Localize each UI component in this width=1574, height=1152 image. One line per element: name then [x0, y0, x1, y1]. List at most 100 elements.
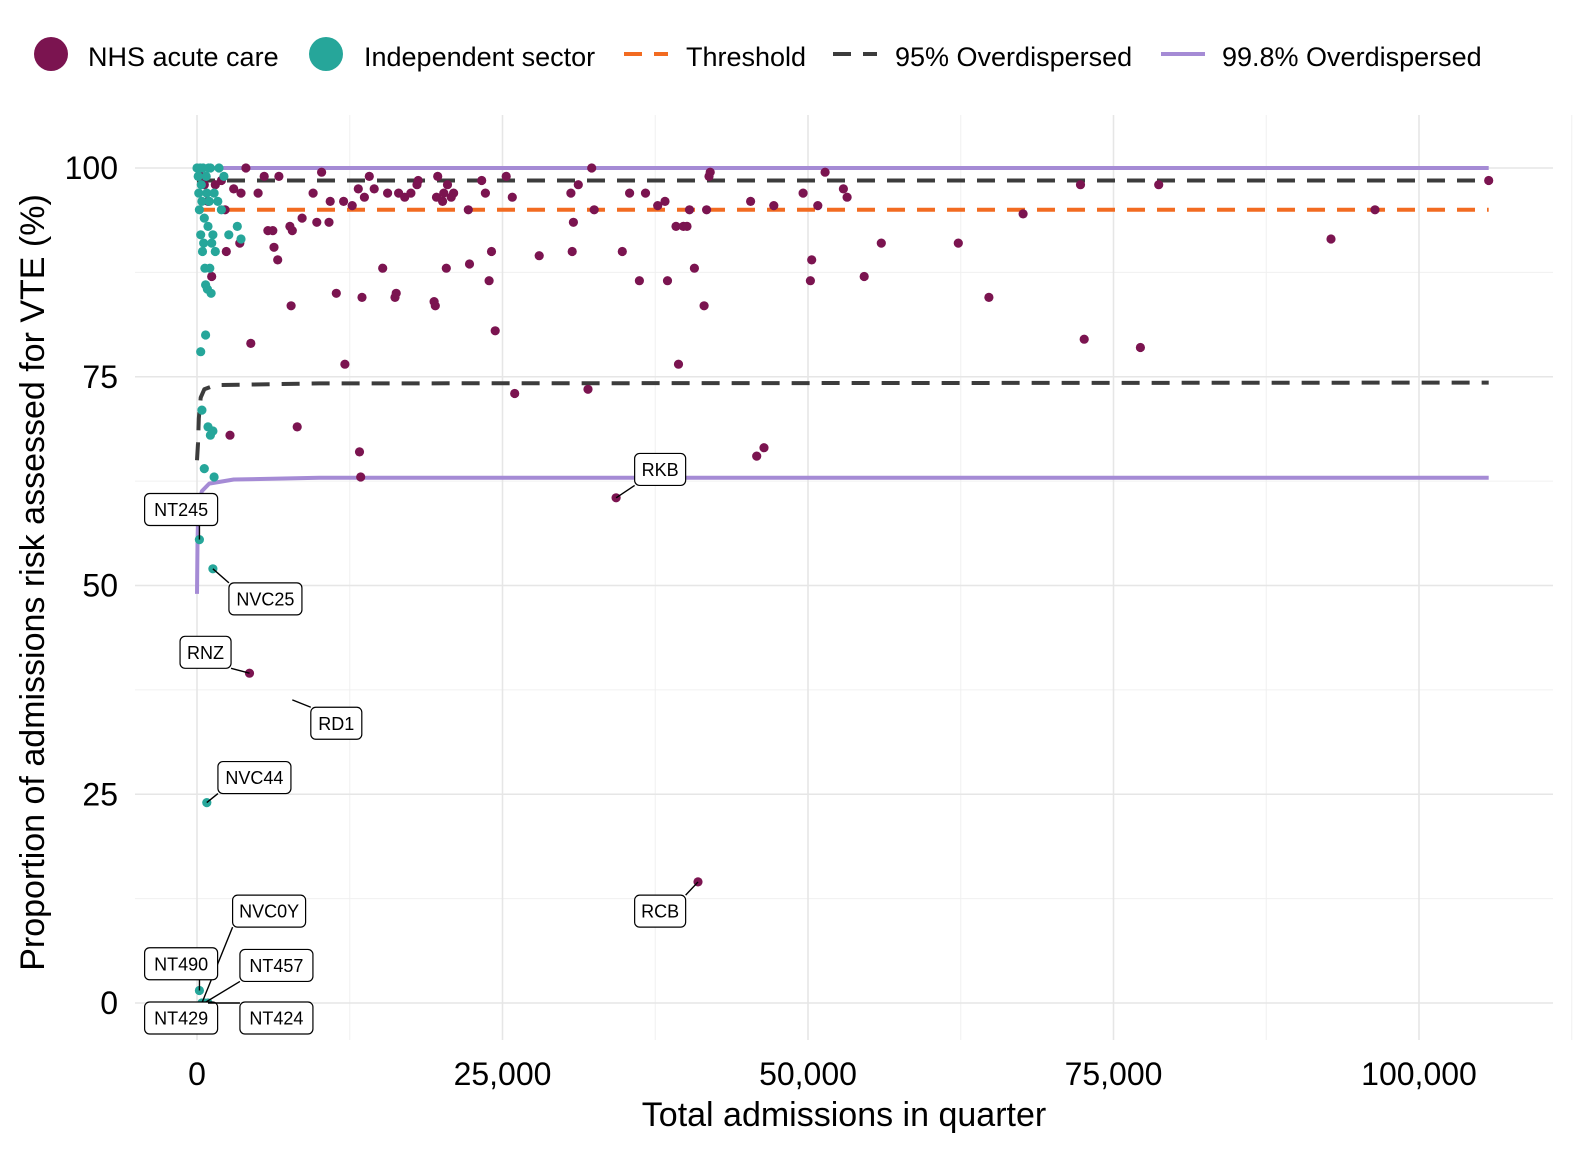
nhs-point — [490, 326, 500, 336]
ind-point — [236, 234, 246, 244]
ind-point — [214, 163, 224, 173]
x-tick-label: 25,000 — [454, 1056, 552, 1092]
ind-point — [202, 188, 212, 198]
annotation-leader — [685, 881, 699, 896]
nhs-point — [364, 171, 374, 181]
nhs-point — [406, 188, 416, 198]
annotation-label: NVC44 — [225, 768, 283, 788]
nhs-point — [859, 271, 869, 282]
nhs-point — [438, 196, 448, 206]
ind-point — [208, 230, 218, 240]
nhs-point — [1079, 334, 1089, 344]
ind-point — [194, 188, 204, 198]
annotation-label: NVC25 — [236, 589, 294, 609]
axes: Total admissions in quarter Proportion o… — [14, 150, 1477, 1134]
annotation-label: NT457 — [249, 956, 303, 976]
y-tick-label: 50 — [82, 568, 118, 604]
annotation-box — [144, 1001, 219, 1035]
reference-lines — [195, 166, 1489, 594]
ind-point — [208, 426, 218, 436]
ind-point — [196, 347, 206, 357]
od95_lower-line — [195, 380, 1489, 461]
annotation-box — [239, 1001, 314, 1035]
nhs-point — [430, 301, 440, 311]
annotation-label: RD1 — [318, 714, 354, 734]
annotation-label: NT245 — [154, 500, 208, 520]
ind-point — [197, 246, 208, 257]
annotation-leader — [230, 667, 250, 674]
nhs-point — [813, 201, 823, 211]
nhs-point — [359, 192, 369, 202]
annotation-box — [310, 706, 363, 740]
nhs-point — [820, 167, 830, 177]
nhs-point — [583, 384, 593, 394]
nhs-point — [1370, 205, 1380, 215]
nhs-point — [331, 288, 341, 298]
nhs-point — [439, 188, 449, 198]
nhs-point — [702, 205, 712, 215]
nhs-point — [769, 201, 779, 211]
od998_lower-line — [195, 475, 1489, 594]
annotation-label: NT490 — [154, 954, 208, 974]
nhs-point — [207, 271, 217, 282]
nhs-point — [484, 276, 494, 286]
x-tick-label: 50,000 — [759, 1056, 857, 1092]
nhs-point — [480, 188, 490, 198]
nhs-point — [259, 171, 269, 181]
nhs-point — [673, 359, 684, 369]
nhs-point — [236, 188, 246, 198]
nhs-point — [684, 205, 695, 215]
ind-point — [209, 188, 219, 198]
annotation-label: NT429 — [154, 1009, 208, 1029]
nhs-point — [617, 246, 627, 257]
legend-label-threshold: Threshold — [686, 42, 806, 72]
nhs-point — [682, 221, 692, 231]
annotation-box — [634, 452, 687, 487]
nhs-point — [369, 184, 379, 194]
nhs-point — [268, 226, 278, 236]
nhs-point — [297, 213, 307, 223]
point-annotations: RKB NT245 NVC25 RNZ RD1 NVC44 RCB NVC0Y NT490 NT4… — [144, 452, 699, 1035]
annotation-label: RKB — [642, 460, 679, 480]
annotation-label: NT424 — [249, 1009, 303, 1029]
x-axis-title: Total admissions in quarter — [642, 1096, 1046, 1134]
nhs-point — [477, 175, 487, 186]
nhs-point — [1075, 180, 1086, 190]
nhs-point — [752, 451, 762, 461]
nhs-point — [640, 188, 651, 198]
annotation-box — [228, 582, 303, 616]
ind-point — [216, 205, 226, 215]
y-tick-label: 25 — [82, 776, 118, 812]
nhs-point — [567, 246, 577, 257]
annotation-box — [239, 948, 314, 983]
data-points — [192, 163, 1494, 1008]
annotation-box — [179, 635, 232, 669]
nhs-point — [442, 180, 453, 190]
nhs-point — [356, 472, 366, 482]
nhs-point — [449, 188, 459, 198]
nhs-point — [876, 238, 886, 248]
nhs-point — [486, 246, 497, 257]
ind-point — [213, 196, 223, 206]
y-tick-label: 75 — [82, 359, 118, 395]
nhs-point — [413, 175, 423, 186]
nhs-point — [324, 217, 334, 227]
x-tick-label: 75,000 — [1065, 1056, 1163, 1092]
nhs-point — [1326, 234, 1336, 244]
nhs-point — [317, 167, 327, 177]
nhs-point — [660, 196, 670, 206]
nhs-point — [662, 276, 673, 286]
nhs-point — [568, 217, 579, 227]
y-tick-label: 100 — [65, 150, 118, 186]
ind-point — [219, 171, 229, 181]
annotation-leader — [292, 699, 312, 708]
annotation-leader — [212, 568, 230, 584]
ind-point — [207, 238, 217, 248]
legend-label-ind: Independent sector — [364, 42, 595, 72]
nhs-point — [347, 201, 357, 211]
annotation-label: NVC0Y — [239, 902, 299, 922]
annotation-leader — [615, 484, 636, 499]
nhs-point — [573, 180, 583, 190]
annotation-leader — [203, 980, 241, 1004]
grid — [135, 115, 1573, 1040]
